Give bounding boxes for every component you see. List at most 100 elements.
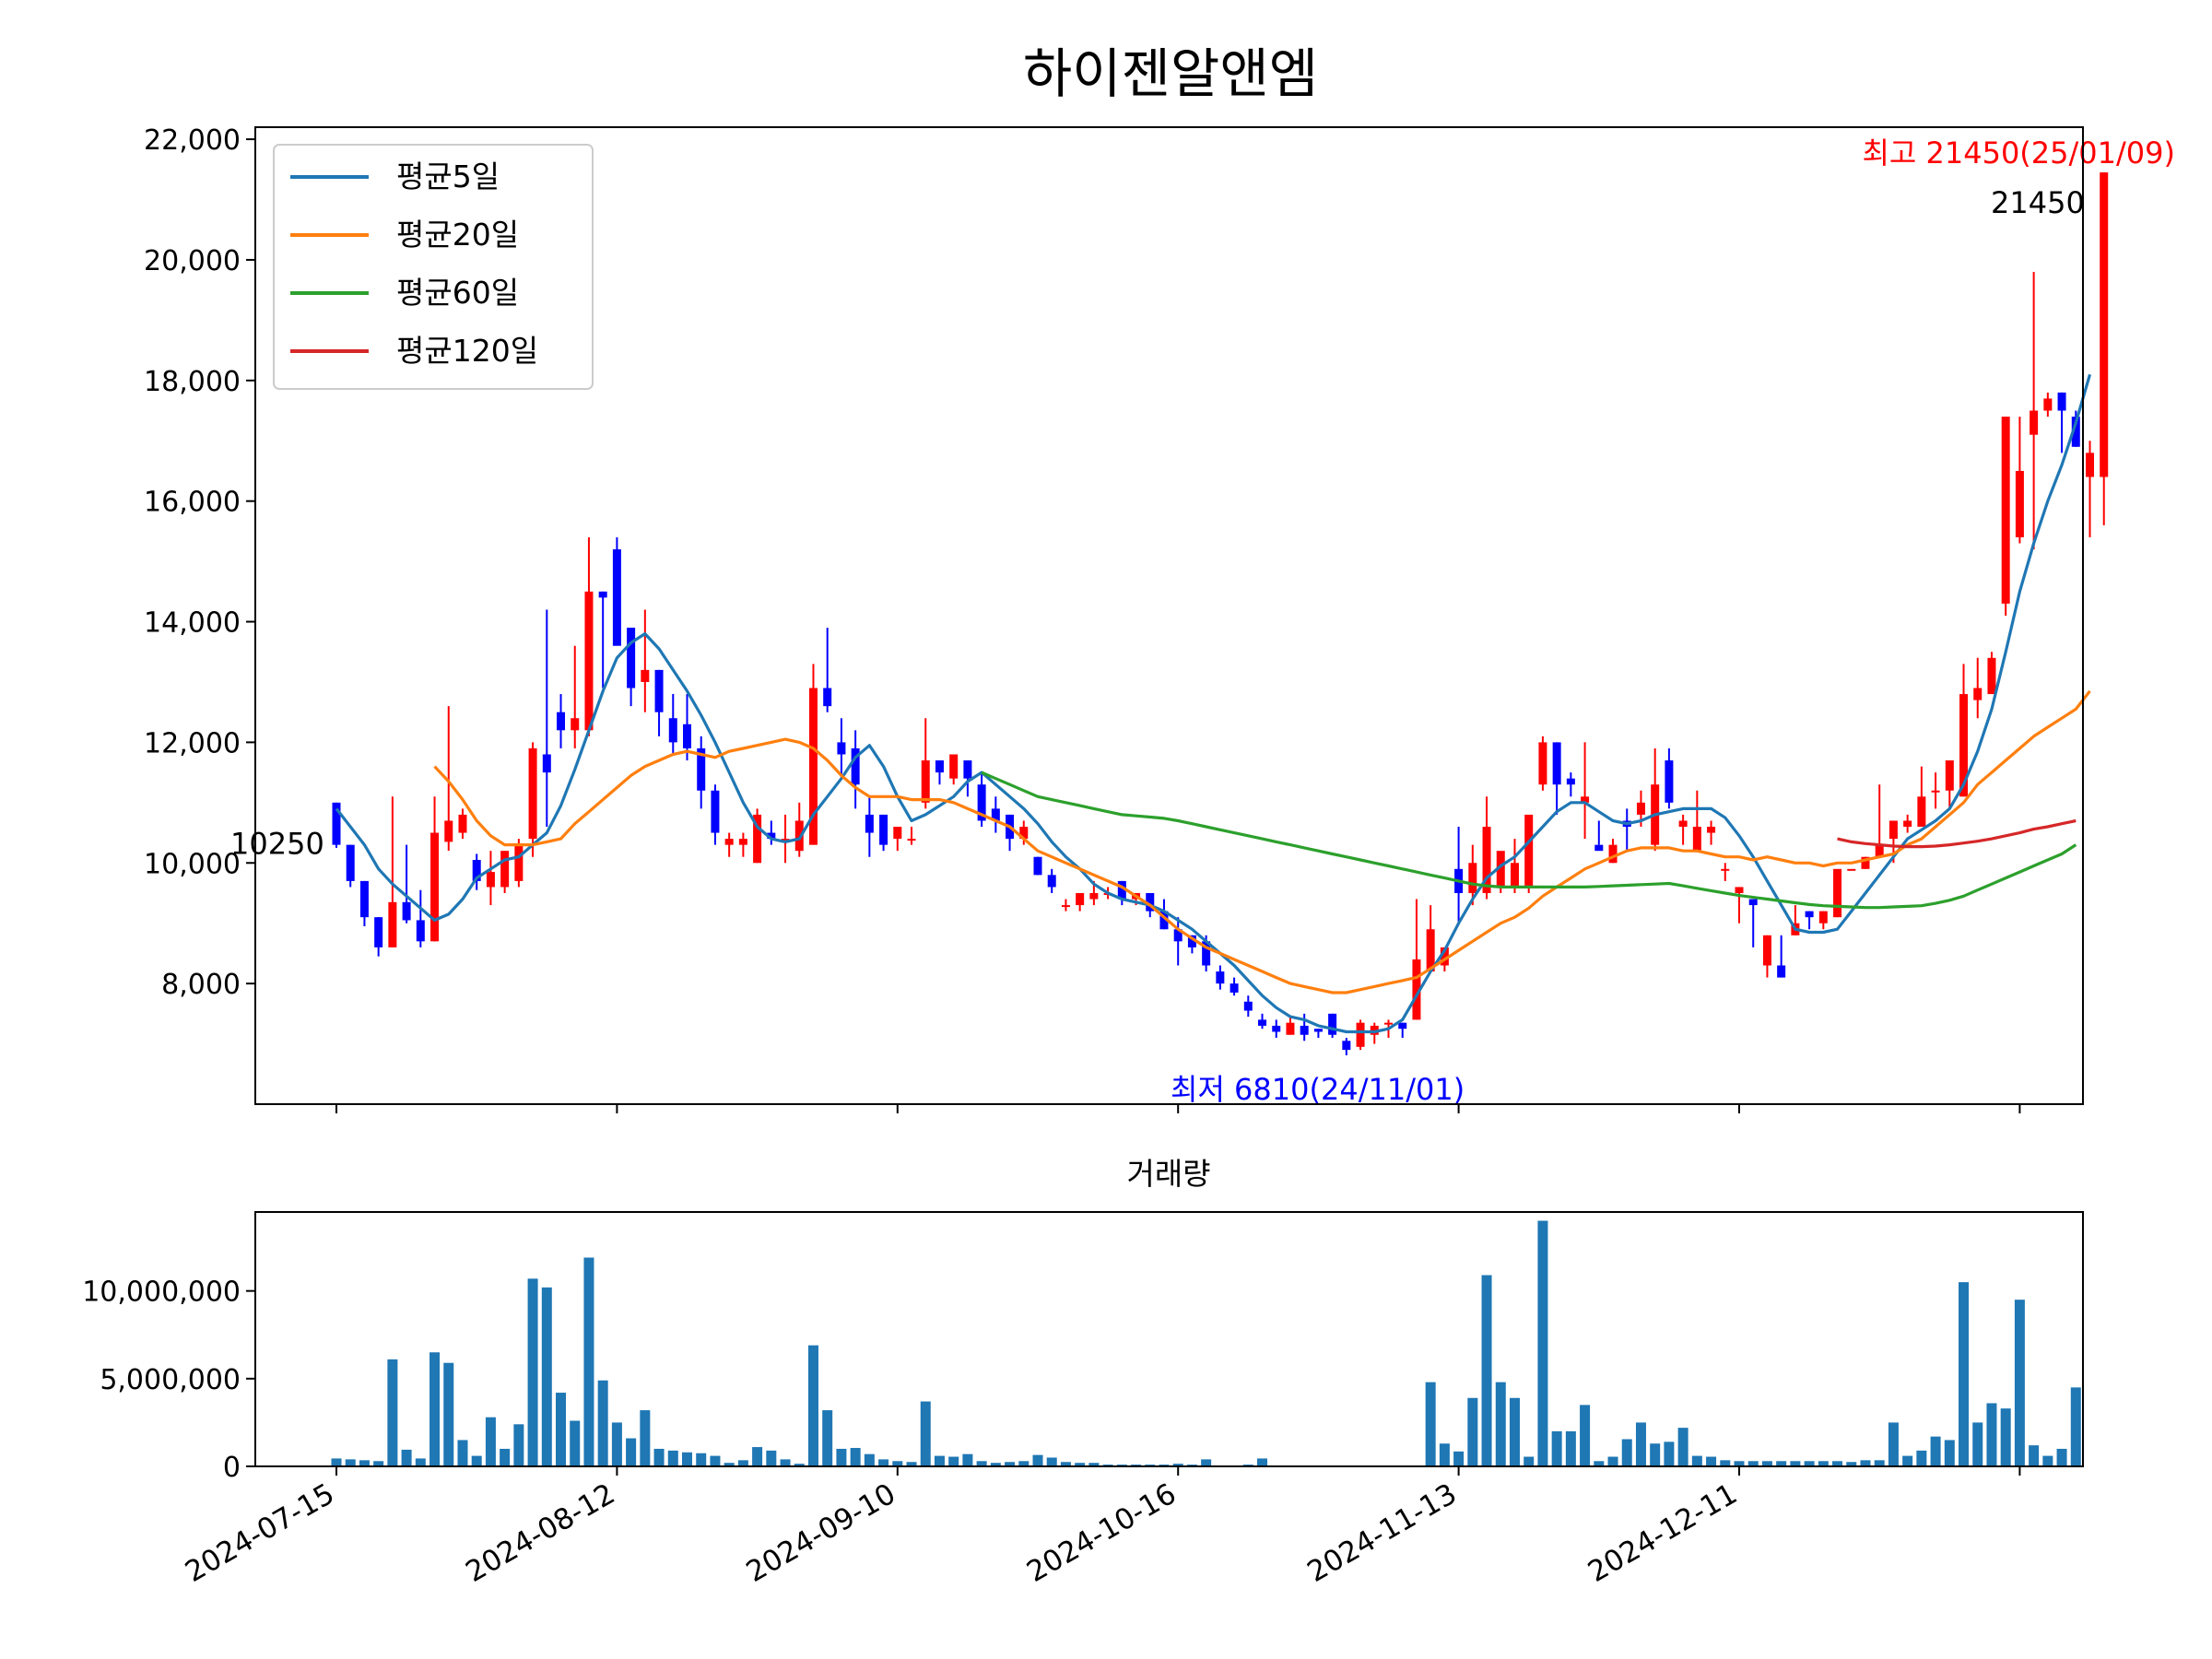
candle [2043, 392, 2053, 418]
volume-bar [1902, 1455, 1913, 1466]
candle [1762, 935, 1771, 978]
volume-bar [1453, 1451, 1465, 1466]
candle [921, 718, 930, 809]
candle [1496, 851, 1505, 893]
x-tick-label: 2024-08-12 [460, 1477, 620, 1589]
candle [584, 536, 594, 736]
volume-bar [1986, 1403, 1997, 1466]
volume-plot-border [254, 1211, 2084, 1467]
volume-bar [1201, 1459, 1212, 1466]
candle [1426, 905, 1435, 972]
candle-body [486, 872, 495, 888]
volume-bar [527, 1278, 538, 1466]
price-tick-label: 12,000 [144, 727, 241, 759]
candle [781, 814, 790, 864]
candle-body [823, 688, 832, 707]
candle-body [1847, 868, 1856, 871]
candle-body [1818, 911, 1828, 924]
price-tick-label: 14,000 [144, 607, 241, 640]
volume-bar [373, 1461, 384, 1466]
volume-bar [556, 1393, 567, 1466]
candle-body [402, 901, 411, 921]
candle-body [1945, 760, 1954, 791]
candle-body [1159, 911, 1169, 930]
candle [1608, 839, 1618, 864]
candle [1061, 899, 1070, 912]
volume-bar [2070, 1387, 2081, 1466]
volume-bar [1818, 1461, 1829, 1466]
candle-body [1678, 820, 1688, 828]
volume-bar [1425, 1382, 1436, 1466]
candle-body [991, 808, 1000, 821]
candle-body [753, 814, 762, 864]
ma-line-ma5 [335, 373, 2092, 1034]
ma-line-ma120 [1837, 818, 2077, 849]
volume-bar [1257, 1458, 1268, 1466]
volume-bar [1621, 1439, 1632, 1466]
candle-body [1510, 863, 1519, 888]
volume-bar [822, 1410, 833, 1466]
volume-bar [583, 1257, 594, 1466]
candle [654, 669, 664, 736]
candle [528, 742, 537, 857]
candle-body [2030, 410, 2039, 435]
candle [823, 628, 832, 712]
candle-body [1286, 1022, 1295, 1035]
candle [1117, 880, 1126, 906]
volume-bar [1495, 1382, 1506, 1466]
candle [1721, 863, 1730, 881]
candle [542, 609, 551, 828]
candle-body [627, 628, 636, 688]
candle-body [1987, 657, 1996, 695]
candle-body [1398, 1022, 1407, 1030]
volume-bar [1761, 1461, 1772, 1466]
candle [977, 772, 986, 828]
volume-bar [724, 1463, 735, 1466]
candle [738, 832, 747, 857]
volume-bar [541, 1287, 552, 1466]
candle [1356, 1019, 1365, 1051]
candle-body [711, 790, 720, 833]
candle-body [1707, 827, 1716, 833]
candle [1987, 652, 1996, 695]
candle [1665, 747, 1674, 809]
volume-bar [1594, 1461, 1605, 1466]
candle-body [738, 839, 747, 845]
candle [1482, 796, 1491, 900]
volume-bar [1720, 1460, 1731, 1466]
volume-bar [1874, 1460, 1885, 1466]
candle-body [1594, 844, 1604, 852]
volume-bar [1888, 1422, 1899, 1466]
low-annotation: 최저 6810(24/11/01) [1171, 1072, 1465, 1107]
candle [388, 796, 397, 947]
candle-body [1258, 1019, 1267, 1026]
volume-bar [626, 1438, 637, 1466]
volume-bar [429, 1352, 441, 1466]
candle-body [2100, 172, 2109, 477]
volume-bar [696, 1453, 707, 1466]
candle-body [1903, 820, 1912, 828]
volume-bar [682, 1452, 692, 1466]
volume-bar [850, 1448, 861, 1466]
price-tick-label: 22,000 [144, 124, 241, 157]
volume-bar [1860, 1460, 1871, 1466]
candle-body [1328, 1013, 1337, 1035]
candle [1328, 1013, 1337, 1039]
candle-body [2043, 398, 2053, 411]
volume-bar [737, 1460, 748, 1466]
candle-body [1187, 935, 1196, 947]
candle-body [472, 860, 481, 881]
candle [641, 609, 650, 712]
candle-body [1917, 796, 1926, 828]
first-close-label: 10250 [230, 827, 324, 862]
ma-line-ma20 [433, 689, 2091, 994]
candle [794, 802, 804, 857]
candle-body [1342, 1041, 1351, 1051]
volume-bar [1580, 1405, 1591, 1466]
volume-bar [345, 1459, 356, 1466]
volume-bar [1018, 1461, 1030, 1466]
legend-frame [273, 144, 594, 390]
volume-bar [387, 1359, 398, 1466]
candle [1076, 892, 1085, 912]
